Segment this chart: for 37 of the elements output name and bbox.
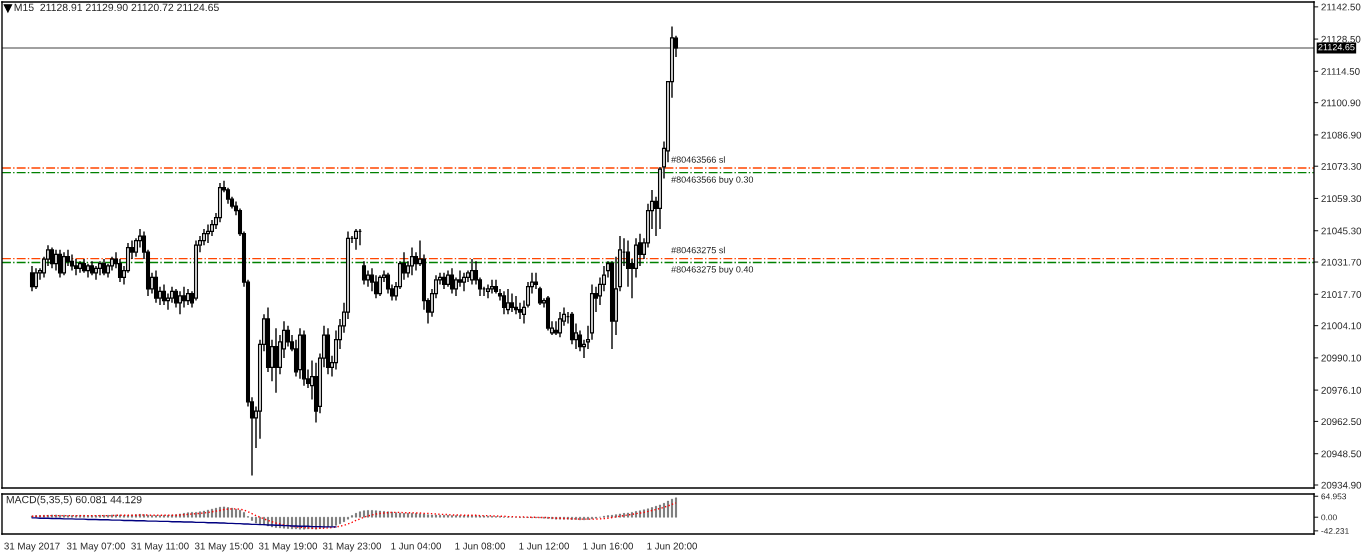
y-tick-label: 21086.90 [1321,131,1362,139]
x-tick-label: 1 Jun 08:00 [455,542,506,550]
x-tick-label: 31 May 2017 [4,542,60,552]
x-tick-label: 1 Jun 20:00 [647,542,698,550]
x-tick-label: 1 Jun 12:00 [519,542,570,550]
y-tick-label: 64.953 [1321,493,1347,500]
y-tick-label: 21073.30 [1321,162,1362,170]
y-tick-label: 21031.70 [1321,258,1362,266]
x-tick-label: 31 May 15:00 [194,542,254,552]
y-tick-label: 20934.90 [1321,481,1362,489]
y-tick-label: -42.231 [1321,528,1349,534]
x-tick-label: 31 May 07:00 [66,542,126,552]
chart-title: MACD(5,35,5) 60.081 44.129 [6,495,142,506]
y-tick-label: 20990.10 [1321,354,1362,362]
y-tick-label: 21142.50 [1321,3,1361,11]
x-tick-label: 1 Jun 04:00 [391,542,442,550]
x-tick-label: 31 May 19:00 [258,542,318,552]
y-tick-label: 21017.70 [1321,291,1362,298]
y-tick-label: 0.00 [1321,514,1337,521]
y-tick-label: 20976.10 [1321,386,1362,394]
y-tick-label: 21128.50 [1321,35,1361,43]
x-tick-label: 31 May 23:00 [322,542,382,552]
y-tick-label: 21114.50 [1321,68,1360,75]
y-tick-label: 21045.30 [1321,227,1362,235]
ref-line-label: #80463275 buy 0.40 [671,265,754,275]
x-tick-label: 31 May 11:00 [131,542,189,552]
chart-title: M15 21128.91 21129.90 21120.72 21124.65 [14,3,219,12]
ref-line-label: #80463566 buy 0.30 [671,176,754,185]
y-tick-label: 21004.10 [1321,322,1362,330]
ref-line-label: 21124.65 [1318,43,1355,51]
ref-line-label: #80463566 sl [671,156,725,163]
y-tick-label: 21059.30 [1321,195,1362,203]
y-tick-label: 20948.50 [1321,450,1362,458]
y-tick-label: 20962.50 [1321,418,1362,426]
ref-line-label: #80463275 sl [671,246,725,254]
x-tick-label: 1 Jun 16:00 [583,542,634,550]
y-tick-label: 21100.90 [1321,99,1361,107]
